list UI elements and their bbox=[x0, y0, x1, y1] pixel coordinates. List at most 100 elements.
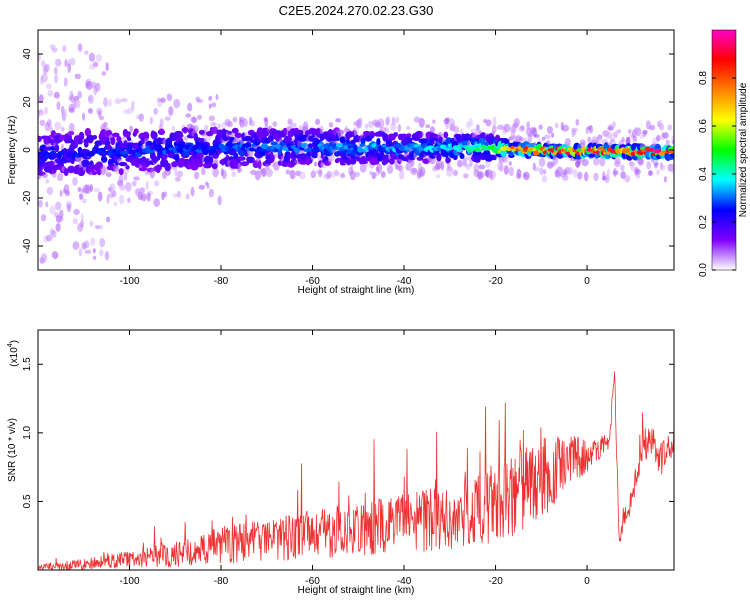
spectrogram-cell bbox=[157, 97, 161, 103]
spectrogram-cell bbox=[182, 149, 191, 157]
spectrogram-cell bbox=[74, 137, 79, 146]
spectrogram-cell bbox=[62, 45, 67, 52]
spectrogram-cell bbox=[97, 191, 103, 202]
spectrogram-cell bbox=[527, 133, 533, 144]
spectrogram-cell bbox=[97, 110, 102, 118]
spectrogram-cell bbox=[73, 208, 80, 215]
spectrogram-cell bbox=[157, 164, 163, 171]
spectrogram-y-tick-label: -20 bbox=[22, 190, 33, 205]
spectrogram-cell bbox=[236, 156, 246, 161]
spectrogram-cell bbox=[212, 126, 218, 134]
spectrogram-cell bbox=[539, 167, 544, 176]
spectrogram-cell bbox=[511, 135, 517, 142]
spectrogram-cell bbox=[289, 169, 296, 180]
spectrogram-cell bbox=[477, 171, 485, 179]
spectrogram-cell bbox=[208, 188, 214, 198]
spectrogram-cell bbox=[533, 133, 540, 138]
spectrogram-cell bbox=[53, 66, 58, 75]
spectrogram-cell bbox=[398, 153, 403, 160]
spectrogram-cell bbox=[469, 117, 474, 127]
spectrogram-cell bbox=[116, 136, 122, 143]
spectrogram-cell bbox=[90, 81, 97, 89]
colorbar-tick-label: 0.4 bbox=[698, 167, 709, 181]
spectrogram-cell bbox=[42, 172, 48, 179]
spectrogram-cell bbox=[371, 171, 376, 180]
spectrogram-cell bbox=[106, 172, 112, 177]
spectrogram-cell bbox=[634, 169, 641, 175]
spectrogram-cell bbox=[65, 138, 74, 143]
spectrogram-cell bbox=[243, 143, 251, 147]
spectrogram-cell bbox=[153, 107, 158, 115]
spectrogram-cell bbox=[285, 169, 291, 175]
spectrogram-cell bbox=[219, 159, 225, 165]
spectrogram-cell bbox=[410, 158, 415, 168]
spectrogram-panel: -100 -80 -60 -40 -20 0 -40 -20 0 20 40 Height of s… bbox=[7, 29, 675, 296]
spectrogram-cell bbox=[562, 124, 569, 132]
spectrogram-cell bbox=[54, 144, 60, 153]
spectrogram-cell bbox=[383, 159, 388, 165]
spectrogram-cell bbox=[315, 118, 321, 126]
spectrogram-cell bbox=[654, 162, 658, 169]
spectrogram-cell bbox=[282, 127, 288, 135]
spectrogram-cell bbox=[66, 203, 72, 213]
spectrogram-cell bbox=[359, 143, 366, 147]
spectrogram-cell bbox=[82, 184, 90, 194]
spectrogram-cell bbox=[211, 102, 217, 108]
spectrogram-cell bbox=[51, 230, 57, 238]
spectrogram-cell bbox=[190, 186, 195, 197]
spectrogram-cell bbox=[81, 159, 90, 168]
spectrogram-cell bbox=[354, 171, 361, 177]
spectrogram-cell bbox=[518, 125, 525, 132]
snr-x-tick-label: 0 bbox=[584, 576, 590, 587]
spectrogram-cell bbox=[404, 136, 413, 144]
spectrogram-cell bbox=[185, 193, 190, 200]
snr-y-tick-label: 0.5 bbox=[22, 494, 33, 508]
spectrogram-cell bbox=[114, 98, 122, 105]
spectrogram-cell bbox=[40, 59, 46, 68]
spectrogram-cell bbox=[62, 109, 68, 118]
spectrogram-cell bbox=[195, 125, 200, 131]
spectrogram-cell bbox=[145, 180, 149, 191]
spectrogram-cell bbox=[58, 216, 64, 222]
spectrogram-cell bbox=[436, 174, 440, 179]
spectrogram-cell bbox=[614, 156, 621, 165]
spectrogram-cell bbox=[663, 176, 668, 183]
spectrogram-cell bbox=[432, 119, 436, 124]
spectrogram-cell bbox=[67, 131, 75, 136]
spectrogram-cell bbox=[305, 157, 311, 166]
spectrogram-cell bbox=[542, 169, 547, 175]
snr-scale-factor: (x104) bbox=[7, 340, 20, 367]
colorbar-tick-label: 0.6 bbox=[698, 119, 709, 133]
spectrogram-cell bbox=[311, 152, 319, 159]
snr-frame bbox=[37, 329, 675, 571]
spectrogram-cell bbox=[125, 182, 132, 192]
spectrogram-cell bbox=[72, 176, 78, 186]
spectrogram-cell bbox=[575, 119, 580, 126]
spectrogram-cell bbox=[485, 119, 492, 127]
spectrogram-cell bbox=[291, 122, 297, 128]
spectrogram-cell bbox=[212, 167, 219, 178]
spectrogram-cell bbox=[72, 218, 79, 225]
spectrogram-cell bbox=[47, 89, 54, 97]
spectrogram-cell bbox=[73, 99, 81, 109]
spectrogram-cell bbox=[53, 74, 59, 84]
spectrogram-cell bbox=[302, 121, 309, 132]
spectrogram-cell bbox=[497, 124, 504, 130]
spectrogram-cell bbox=[318, 168, 323, 178]
spectrogram-cell bbox=[77, 187, 82, 192]
spectrogram-cell bbox=[621, 136, 625, 143]
figure-title: C2E5.2024.270.02.23.G30 bbox=[279, 3, 434, 18]
spectrogram-cell bbox=[208, 95, 212, 101]
snr-y-tick-label: 1.5 bbox=[22, 357, 33, 371]
spectrogram-cell bbox=[398, 170, 405, 180]
spectrogram-cell bbox=[628, 129, 632, 134]
spectrogram-cell bbox=[54, 121, 62, 131]
spectrogram-cell bbox=[149, 168, 155, 179]
spectrogram-cell bbox=[53, 91, 60, 99]
spectrogram-cell bbox=[386, 116, 391, 126]
spectrogram-cell bbox=[272, 121, 278, 127]
spectrogram-cell bbox=[94, 140, 103, 146]
spectrogram-cells bbox=[38, 43, 674, 264]
spectrogram-cell bbox=[64, 59, 68, 68]
spectrogram-cell bbox=[92, 248, 96, 254]
